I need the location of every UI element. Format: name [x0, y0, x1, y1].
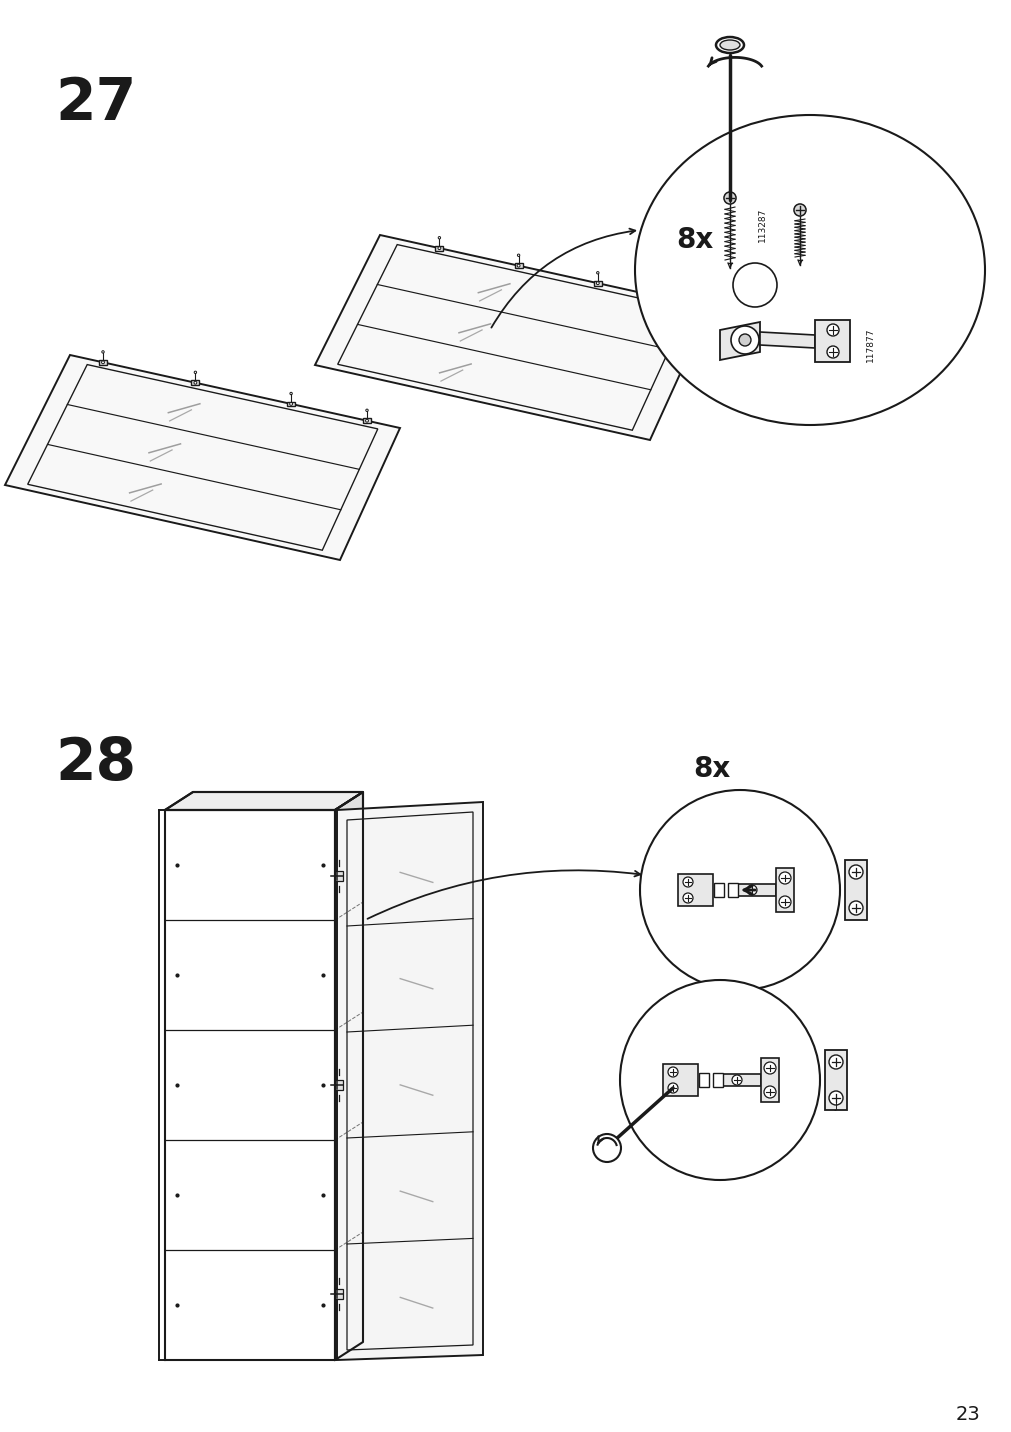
- Circle shape: [763, 1063, 775, 1074]
- Text: 8x: 8x: [693, 755, 730, 783]
- Bar: [824, 1050, 846, 1110]
- Bar: [775, 868, 794, 912]
- Bar: [99, 359, 107, 365]
- Circle shape: [438, 246, 441, 249]
- Text: 23: 23: [954, 1405, 979, 1425]
- Circle shape: [682, 876, 693, 886]
- Circle shape: [289, 402, 292, 405]
- Bar: [514, 263, 522, 268]
- Bar: [727, 884, 737, 896]
- Circle shape: [595, 282, 599, 285]
- Circle shape: [778, 896, 791, 908]
- Circle shape: [826, 324, 838, 337]
- Bar: [287, 401, 295, 407]
- Polygon shape: [5, 355, 399, 560]
- Circle shape: [731, 1075, 741, 1085]
- Circle shape: [723, 192, 735, 203]
- Polygon shape: [165, 792, 363, 811]
- Circle shape: [848, 901, 862, 915]
- Bar: [335, 1080, 343, 1090]
- Ellipse shape: [716, 37, 743, 53]
- Bar: [760, 1058, 778, 1103]
- Circle shape: [828, 1055, 842, 1070]
- Circle shape: [826, 347, 838, 358]
- Text: 113287: 113287: [757, 208, 765, 242]
- Ellipse shape: [719, 40, 739, 50]
- Circle shape: [194, 381, 197, 384]
- Circle shape: [667, 1083, 677, 1093]
- Polygon shape: [337, 802, 482, 1360]
- Circle shape: [732, 263, 776, 306]
- Circle shape: [848, 865, 862, 879]
- Bar: [844, 861, 866, 919]
- Circle shape: [730, 326, 758, 354]
- Bar: [435, 246, 443, 251]
- Bar: [714, 884, 723, 896]
- Ellipse shape: [634, 115, 984, 425]
- Circle shape: [794, 203, 805, 216]
- Circle shape: [763, 1085, 775, 1098]
- Circle shape: [738, 334, 750, 347]
- Circle shape: [682, 894, 693, 904]
- Bar: [662, 1064, 698, 1095]
- Circle shape: [828, 1091, 842, 1106]
- Circle shape: [592, 1134, 621, 1161]
- Circle shape: [665, 296, 668, 299]
- Circle shape: [778, 872, 791, 884]
- Polygon shape: [335, 792, 363, 1360]
- Circle shape: [101, 361, 104, 364]
- Bar: [699, 1073, 709, 1087]
- Bar: [662, 296, 670, 301]
- Bar: [593, 281, 602, 285]
- Text: 8x: 8x: [675, 226, 713, 253]
- Bar: [677, 874, 713, 906]
- Text: 27: 27: [55, 74, 136, 132]
- Circle shape: [667, 1067, 677, 1077]
- Bar: [722, 1074, 760, 1085]
- Bar: [713, 1073, 722, 1087]
- Polygon shape: [759, 332, 814, 348]
- Text: J: J: [834, 1101, 837, 1111]
- Text: 117877: 117877: [864, 328, 874, 362]
- Circle shape: [746, 885, 756, 895]
- Circle shape: [639, 790, 839, 990]
- Bar: [737, 884, 775, 896]
- Bar: [335, 1289, 343, 1299]
- Bar: [335, 871, 343, 881]
- Bar: [363, 418, 371, 422]
- Circle shape: [517, 265, 520, 268]
- Polygon shape: [814, 319, 849, 362]
- Text: 28: 28: [55, 735, 136, 792]
- Circle shape: [365, 420, 368, 422]
- Polygon shape: [314, 235, 710, 440]
- Circle shape: [620, 979, 819, 1180]
- Bar: [191, 381, 199, 385]
- Polygon shape: [719, 322, 759, 359]
